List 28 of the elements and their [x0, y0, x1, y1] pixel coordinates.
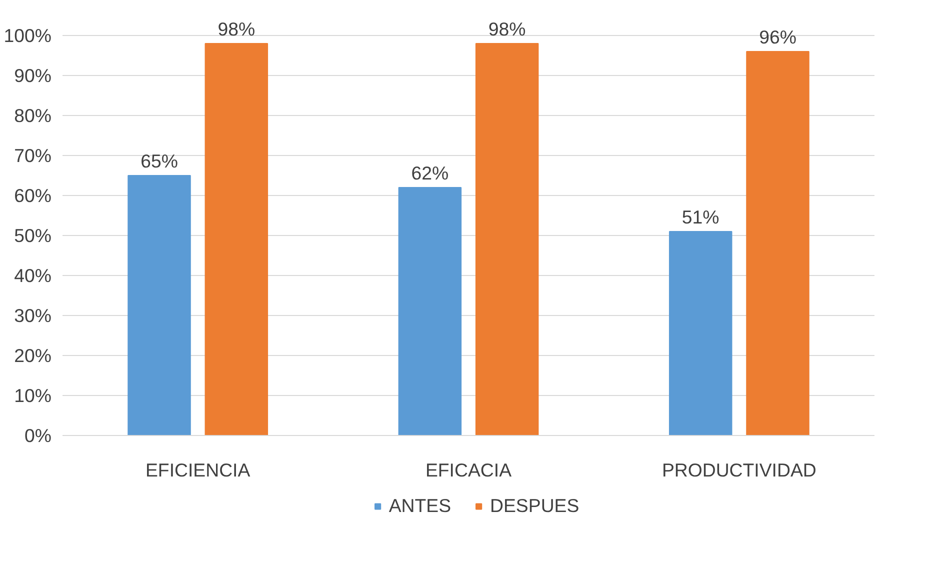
data-label: 65% [140, 150, 178, 172]
data-label: 98% [488, 18, 526, 40]
y-tick-label: 70% [14, 145, 52, 166]
bar [398, 187, 462, 436]
y-tick-label: 0% [24, 425, 52, 446]
y-tick-label: 50% [14, 225, 52, 246]
data-label: 96% [759, 26, 796, 48]
y-tick-label: 80% [14, 105, 52, 126]
y-tick-label: 30% [14, 305, 52, 326]
y-tick-label: 10% [14, 385, 52, 406]
y-tick-label: 60% [14, 185, 52, 206]
data-label: 62% [411, 162, 449, 184]
bar [668, 231, 732, 436]
y-tick-label: 40% [14, 265, 52, 286]
y-tick-label: 100% [4, 25, 52, 46]
bar [128, 175, 191, 436]
x-tick-label: EFICACIA [425, 460, 512, 480]
x-tick-label: EFICIENCIA [145, 460, 251, 480]
y-tick-label: 90% [14, 65, 52, 86]
bar [475, 43, 539, 436]
y-tick-label: 20% [14, 345, 52, 366]
data-label: 98% [218, 18, 256, 40]
bar [746, 51, 810, 436]
x-tick-label: PRODUCTIVIDAD [662, 460, 816, 480]
data-label: 51% [682, 206, 720, 228]
legend-label: ANTES [388, 494, 452, 516]
legend-label: DESPUES [490, 494, 580, 516]
bar [204, 43, 268, 436]
